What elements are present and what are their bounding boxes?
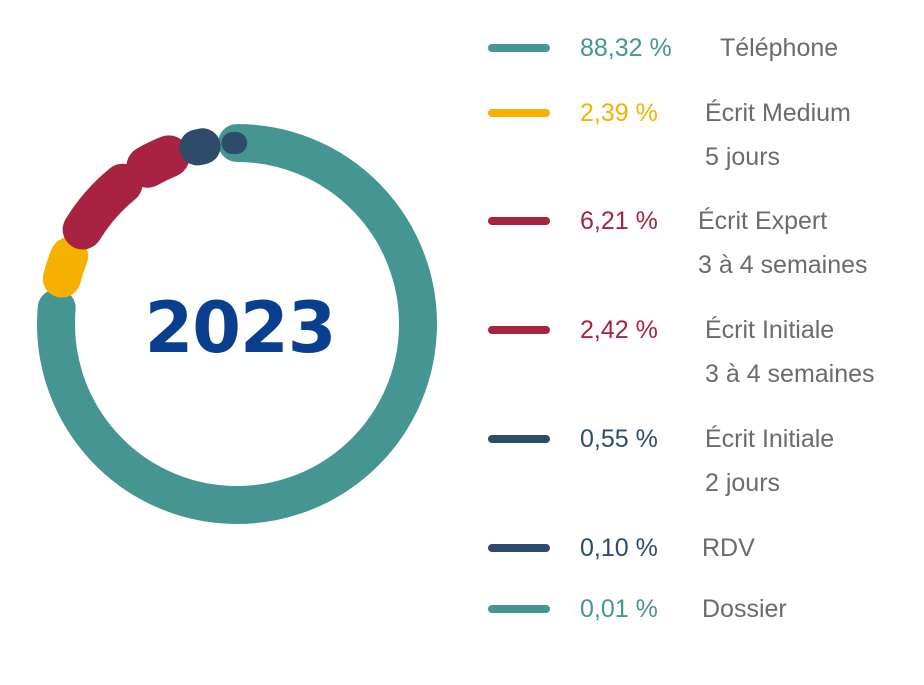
- legend-swatch: [488, 326, 550, 334]
- legend-swatch: [488, 605, 550, 613]
- legend-value: 2,39 %: [580, 99, 658, 127]
- donut-segment-7: [257, 136, 279, 156]
- legend-swatch: [488, 109, 550, 117]
- legend-value: 6,21 %: [580, 207, 658, 235]
- legend-value: 0,01 %: [580, 595, 658, 623]
- legend-swatch: [488, 544, 550, 552]
- legend-value: 88,32 %: [580, 34, 672, 62]
- legend-swatch: [488, 44, 550, 52]
- donut-chart: [37, 124, 437, 524]
- legend-label: Écrit Initiale: [705, 316, 835, 344]
- legend-label: Écrit Initiale: [705, 425, 835, 453]
- legend-value: 0,55 %: [580, 425, 658, 453]
- legend-label: Écrit Expert: [698, 207, 828, 235]
- legend-sublabel: 3 à 4 semaines: [705, 360, 875, 388]
- legend-value: 2,42 %: [580, 316, 658, 344]
- center-year-label: 2023: [144, 287, 337, 369]
- legend-label: Téléphone: [720, 34, 839, 62]
- legend-sublabel: 2 jours: [705, 469, 781, 497]
- legend-label: RDV: [702, 534, 755, 562]
- donut-segment-4: [126, 135, 190, 188]
- legend-value: 0,10 %: [580, 534, 658, 562]
- donut-segment-2: [42, 237, 89, 298]
- legend-sublabel: 5 jours: [705, 143, 781, 171]
- legend-swatch: [488, 435, 550, 443]
- legend-swatch: [488, 217, 550, 225]
- legend-sublabel: 3 à 4 semaines: [698, 251, 868, 279]
- legend-label: Écrit Medium: [705, 99, 851, 127]
- donut-segment-3: [62, 163, 143, 250]
- donut-segment-5: [179, 128, 221, 166]
- legend-label: Dossier: [702, 595, 787, 623]
- donut-segment-1: [37, 124, 437, 524]
